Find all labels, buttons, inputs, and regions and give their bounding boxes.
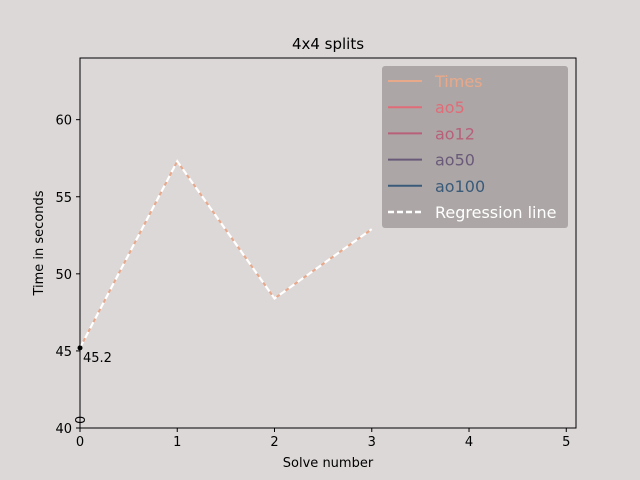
y-tick-label: 50	[55, 268, 72, 283]
y-tick-label: 40	[55, 422, 72, 437]
legend-label: ao50	[435, 151, 475, 170]
x-tick-label: 2	[270, 435, 278, 450]
y-tick-label: 55	[55, 191, 72, 206]
x-tick-label: 5	[562, 435, 570, 450]
legend-box	[382, 66, 568, 228]
legend-label: ao5	[435, 98, 465, 117]
y-tick-label: 45	[55, 345, 72, 360]
data-label: 0	[74, 416, 89, 424]
series-layer	[79, 159, 373, 349]
x-tick-label: 4	[465, 435, 473, 450]
x-tick-label: 0	[76, 435, 84, 450]
x-axis-label: Solve number	[283, 456, 374, 471]
data-point-marker	[77, 345, 83, 351]
legend: Times ao5 ao12 ao50 ao100 Regression line	[382, 66, 568, 228]
y-axis-label: Time in seconds	[32, 190, 47, 296]
legend-label: ao100	[435, 177, 485, 196]
data-label: 45.2	[83, 351, 112, 366]
chart-title: 4x4 splits	[292, 35, 364, 53]
annotation-layer: 45.20	[74, 345, 112, 424]
legend-label: Times	[434, 72, 483, 91]
legend-label: ao12	[435, 124, 475, 143]
y-tick-label: 60	[55, 114, 72, 129]
x-tick-label: 3	[368, 435, 376, 450]
x-tick-label: 1	[173, 435, 181, 450]
series-line-regression-line	[79, 159, 373, 349]
legend-label: Regression line	[435, 203, 556, 222]
